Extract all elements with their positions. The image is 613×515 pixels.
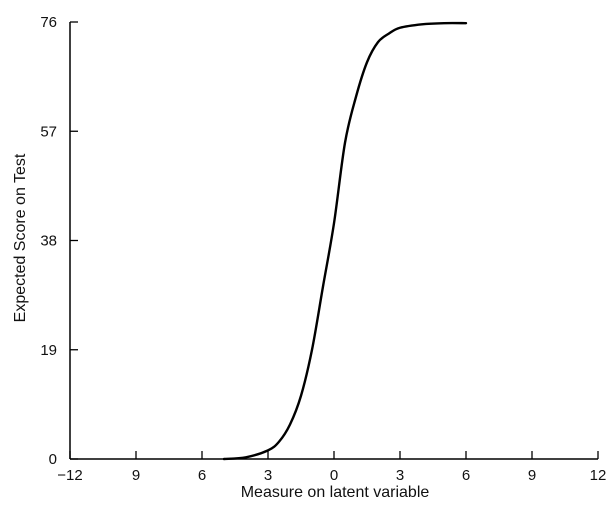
- series-layer: [222, 21, 468, 461]
- y-tick-label: 38: [40, 233, 57, 250]
- y-tick-label: 19: [40, 342, 57, 359]
- x-axis-title: Measure on latent variable: [241, 484, 430, 501]
- y-tick-label: 57: [40, 123, 57, 140]
- x-tick-label: 12: [590, 467, 607, 484]
- axes: [69, 22, 598, 460]
- x-tick-label: 6: [198, 467, 206, 484]
- x-tick-label: −12: [57, 467, 82, 484]
- x-tick-label: 9: [132, 467, 140, 484]
- x-tick-label: 9: [528, 467, 536, 484]
- x-tick-label: 6: [462, 467, 470, 484]
- x-tick-label: 0: [330, 467, 338, 484]
- x-tick-label: 3: [396, 467, 404, 484]
- y-tick-label: 76: [40, 14, 57, 31]
- y-tick-label: 0: [49, 451, 57, 468]
- axis-ticks: [69, 21, 599, 460]
- series-line-0: [222, 21, 468, 461]
- y-axis-title: Expected Score on Test: [12, 153, 29, 322]
- tick-labels: −12 9 6 3 0 3 6 9 12 0 19 38 57 76: [40, 14, 606, 484]
- x-tick-label: 3: [264, 467, 272, 484]
